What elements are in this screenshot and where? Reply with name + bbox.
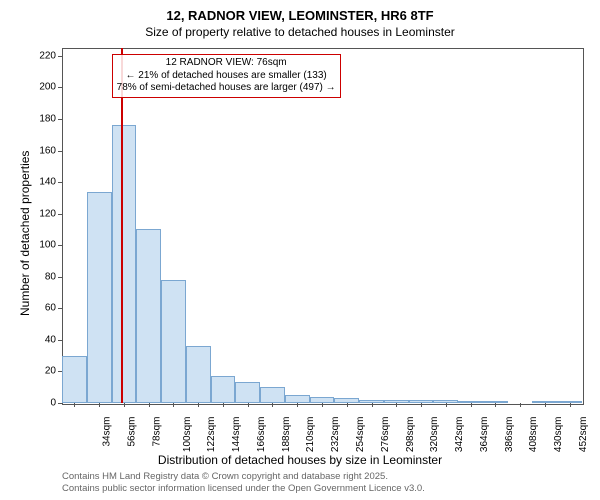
annotation-line-1: 12 RADNOR VIEW: 76sqm	[166, 57, 287, 68]
histogram-bar	[235, 382, 260, 403]
ytick-mark	[58, 151, 62, 152]
xtick-mark	[446, 403, 447, 407]
xtick-mark	[74, 403, 75, 407]
histogram-bar	[136, 229, 161, 403]
xtick-mark	[396, 403, 397, 407]
histogram-bar	[260, 387, 285, 403]
ytick-label: 220	[28, 50, 56, 61]
ytick-label: 80	[28, 271, 56, 282]
xtick-mark	[297, 403, 298, 407]
xtick-label: 78sqm	[151, 417, 162, 447]
xtick-label: 276sqm	[380, 417, 391, 453]
histogram-bar	[458, 401, 483, 403]
chart-container: 12, RADNOR VIEW, LEOMINSTER, HR6 8TF Siz…	[0, 0, 600, 500]
ytick-label: 0	[28, 398, 56, 409]
annotation-line-2: ← 21% of detached houses are smaller (13…	[126, 70, 327, 81]
histogram-bar	[384, 400, 409, 403]
histogram-bar	[433, 400, 458, 403]
ytick-label: 160	[28, 145, 56, 156]
xtick-mark	[322, 403, 323, 407]
ytick-mark	[58, 56, 62, 57]
xtick-mark	[372, 403, 373, 407]
xtick-label: 364sqm	[479, 417, 490, 453]
ytick-mark	[58, 119, 62, 120]
ytick-label: 60	[28, 303, 56, 314]
histogram-bar	[87, 192, 112, 403]
xtick-label: 56sqm	[127, 417, 138, 447]
xtick-mark	[198, 403, 199, 407]
histogram-bar	[409, 400, 434, 403]
xtick-label: 100sqm	[182, 417, 193, 453]
ytick-label: 200	[28, 82, 56, 93]
xtick-mark	[149, 403, 150, 407]
xtick-label: 320sqm	[429, 417, 440, 453]
ytick-label: 180	[28, 114, 56, 125]
xtick-mark	[471, 403, 472, 407]
xtick-label: 254sqm	[355, 417, 366, 453]
xtick-label: 408sqm	[528, 417, 539, 453]
histogram-bar	[62, 356, 87, 403]
xtick-mark	[495, 403, 496, 407]
ytick-mark	[58, 277, 62, 278]
xtick-label: 342sqm	[454, 417, 465, 453]
histogram-bar	[211, 376, 236, 403]
xtick-mark	[347, 403, 348, 407]
xtick-label: 430sqm	[553, 417, 564, 453]
ytick-label: 20	[28, 366, 56, 377]
chart-subtitle: Size of property relative to detached ho…	[0, 25, 600, 39]
xtick-label: 144sqm	[231, 417, 242, 453]
xtick-mark	[248, 403, 249, 407]
histogram-bar	[112, 125, 137, 403]
xtick-label: 210sqm	[306, 417, 317, 453]
xtick-mark	[99, 403, 100, 407]
ytick-label: 140	[28, 177, 56, 188]
ytick-mark	[58, 403, 62, 404]
ytick-mark	[58, 87, 62, 88]
ytick-mark	[58, 214, 62, 215]
ytick-label: 120	[28, 208, 56, 219]
histogram-bar	[285, 395, 310, 403]
footer-text: Contains HM Land Registry data © Crown c…	[62, 471, 425, 495]
histogram-bar	[310, 397, 335, 403]
y-axis-label: Number of detached properties	[18, 150, 32, 315]
histogram-bar	[359, 400, 384, 403]
histogram-bar	[186, 346, 211, 403]
xtick-mark	[545, 403, 546, 407]
xtick-label: 452sqm	[578, 417, 589, 453]
marker-line	[121, 48, 123, 403]
xtick-label: 122sqm	[207, 417, 218, 453]
ytick-mark	[58, 182, 62, 183]
footer-line-2: Contains public sector information licen…	[62, 483, 425, 494]
xtick-mark	[173, 403, 174, 407]
histogram-bar	[334, 398, 359, 403]
xtick-mark	[272, 403, 273, 407]
histogram-bar	[161, 280, 186, 403]
xtick-label: 34sqm	[102, 417, 113, 447]
xtick-label: 232sqm	[330, 417, 341, 453]
ytick-mark	[58, 245, 62, 246]
xtick-label: 298sqm	[405, 417, 416, 453]
xtick-label: 166sqm	[256, 417, 267, 453]
x-axis-label: Distribution of detached houses by size …	[0, 453, 600, 467]
histogram-bar	[483, 401, 508, 403]
annotation-box: 12 RADNOR VIEW: 76sqm ← 21% of detached h…	[112, 54, 341, 98]
ytick-mark	[58, 340, 62, 341]
ytick-label: 100	[28, 240, 56, 251]
xtick-mark	[570, 403, 571, 407]
chart-title: 12, RADNOR VIEW, LEOMINSTER, HR6 8TF	[0, 8, 600, 23]
footer-line-1: Contains HM Land Registry data © Crown c…	[62, 471, 388, 482]
xtick-mark	[223, 403, 224, 407]
ytick-label: 40	[28, 334, 56, 345]
ytick-mark	[58, 308, 62, 309]
histogram-bar	[532, 401, 557, 403]
xtick-label: 188sqm	[281, 417, 292, 453]
xtick-label: 386sqm	[504, 417, 515, 453]
xtick-mark	[421, 403, 422, 407]
xtick-mark	[124, 403, 125, 407]
histogram-bar	[557, 401, 582, 403]
xtick-mark	[520, 403, 521, 407]
annotation-line-3: 78% of semi-detached houses are larger (…	[117, 82, 336, 93]
